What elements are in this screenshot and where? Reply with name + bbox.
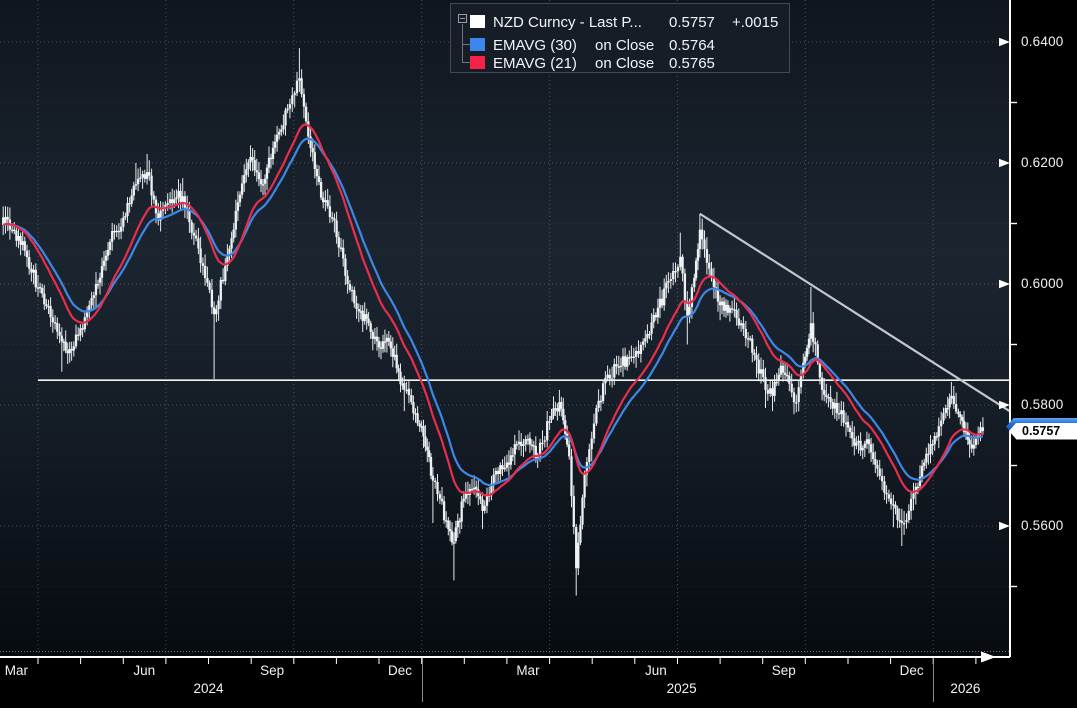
legend-tree-branch [462, 44, 470, 45]
legend-series-value: 0.5757 [669, 14, 715, 31]
legend-row-emavg30[interactable]: EMAVG (30) on Close 0.5764 [451, 37, 789, 54]
legend-series-name: EMAVG (30) [493, 37, 577, 54]
emavg30-swatch-icon [470, 38, 485, 51]
legend-tree-line [462, 24, 463, 62]
legend-series-basis: on Close [595, 37, 655, 54]
last-price-flag: 0.5757 [1009, 422, 1077, 440]
legend-series-basis: on Close [595, 55, 655, 72]
legend-series-change: +.0015 [732, 14, 779, 31]
chart-legend: NZD Curncy - Last P... 0.5757 +.0015 EMA… [450, 3, 790, 73]
legend-series-value: 0.5765 [669, 55, 715, 72]
legend-tree-branch [462, 62, 470, 63]
legend-series-name: EMAVG (21) [493, 55, 577, 72]
legend-row-emavg21[interactable]: EMAVG (21) on Close 0.5765 [451, 55, 789, 72]
last-price-swatch-icon [470, 15, 485, 28]
emavg21-swatch-icon [470, 56, 485, 69]
legend-collapse-icon[interactable] [458, 14, 467, 23]
legend-series-value: 0.5764 [669, 37, 715, 54]
legend-series-name: NZD Curncy - Last P... [493, 14, 642, 31]
legend-row-last-price[interactable]: NZD Curncy - Last P... 0.5757 +.0015 [451, 14, 789, 31]
